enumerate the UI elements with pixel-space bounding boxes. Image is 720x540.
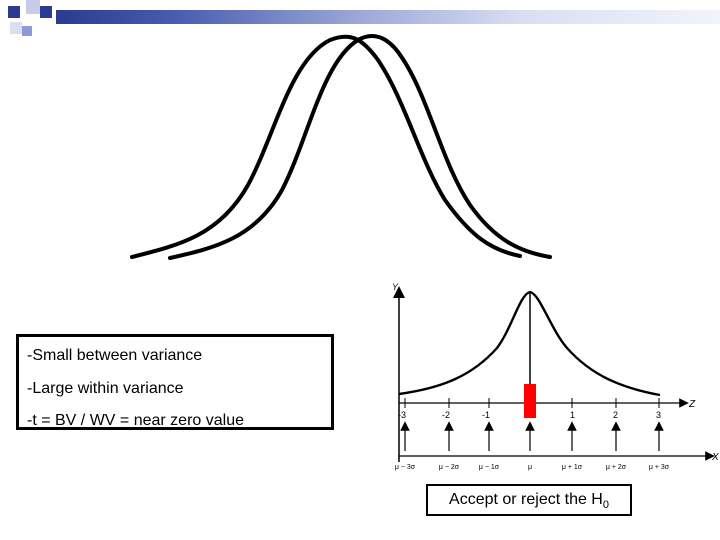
z-tick-label-neg1: -1: [482, 410, 490, 420]
deco-square-3: [40, 6, 52, 18]
z-tick-label-2: 2: [613, 410, 618, 420]
deco-square-1: [8, 6, 20, 18]
x-tick-label-mu: μ: [528, 464, 532, 471]
y-axis-label: Y: [392, 282, 399, 292]
info-line-within-variance: -Large within variance: [27, 380, 184, 397]
title-bar: [56, 10, 720, 24]
info-box: -Small between variance -Large within va…: [16, 334, 334, 430]
distribution-curve-left: [130, 34, 522, 259]
decision-subscript: 0: [602, 499, 609, 512]
info-line-t-formula: -t = BV / WV = near zero value: [27, 412, 244, 429]
info-line-between-variance: -Small between variance: [27, 347, 203, 364]
x-tick-label-mu-plus-1sigma: μ + 1σ: [562, 464, 583, 471]
correspondence-arrows: [400, 421, 664, 451]
x-axis-label: X: [711, 452, 719, 463]
z-tick-label-1: 1: [570, 410, 575, 420]
decision-box: Accept or reject the H0: [426, 484, 632, 516]
corner-decoration: [0, 0, 60, 40]
z-tick-label-3: 3: [656, 410, 661, 420]
z-tick-label-neg3: -3: [398, 410, 406, 420]
normal-distribution-diagram: Y Z X -3 -2 -1 1 2 3 μ − 3σ μ − 2σ μ − 1…: [392, 282, 719, 471]
z-axis-ticks: [404, 398, 660, 408]
z-axis-label: Z: [688, 399, 696, 410]
distribution-curve-right: [168, 34, 552, 260]
z-tick-label-neg2: -2: [442, 410, 450, 420]
red-marker: [524, 384, 536, 418]
x-tick-label-mu-minus-3sigma: μ − 3σ: [395, 464, 416, 471]
deco-square-2: [26, 0, 40, 14]
x-tick-label-mu-plus-2sigma: μ + 2σ: [606, 464, 627, 471]
decision-text: Accept or reject the H: [449, 491, 603, 508]
x-tick-label-mu-plus-3sigma: μ + 3σ: [649, 464, 670, 471]
x-tick-label-mu-minus-2sigma: μ − 2σ: [439, 464, 460, 471]
deco-square-4: [10, 22, 22, 34]
deco-square-5: [22, 26, 32, 36]
x-tick-label-mu-minus-1sigma: μ − 1σ: [479, 464, 500, 471]
